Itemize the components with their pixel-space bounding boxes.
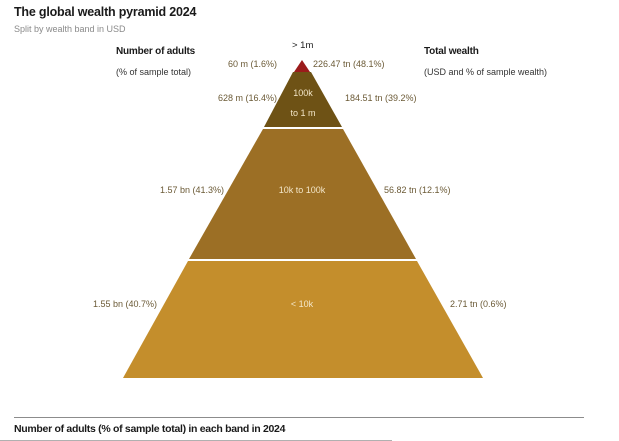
band-label-100k: 100k xyxy=(293,88,313,98)
band-label-under-10k: < 10k xyxy=(290,299,314,309)
chart-title: The global wealth pyramid 2024 xyxy=(14,5,197,19)
wealth-under-10k: 2.71 tn (0.6%) xyxy=(450,299,507,309)
band-under-10k xyxy=(123,261,483,378)
chart-subtitle: Split by wealth band in USD xyxy=(14,24,126,34)
band-100k-1m xyxy=(264,72,342,127)
band-10k-100k xyxy=(189,129,416,259)
adults-100k-1m: 628 m (16.4%) xyxy=(218,93,278,103)
band-label-to-1m: to 1 m xyxy=(290,108,316,118)
left-header-subtitle: (% of sample total) xyxy=(116,67,192,77)
band-over-1m xyxy=(294,60,310,72)
right-header-title: Total wealth xyxy=(424,46,479,57)
band-label-10k-100k: 10k to 100k xyxy=(278,185,326,195)
right-header-subtitle: (USD and % of sample wealth) xyxy=(424,67,548,77)
wealth-100k-1m: 184.51 tn (39.2%) xyxy=(345,93,417,103)
wealth-over-1m: 226.47 tn (48.1%) xyxy=(313,59,385,69)
left-header-title: Number of adults xyxy=(116,46,196,57)
band-label-over-1m: > 1m xyxy=(292,40,314,51)
adults-under-10k: 1.55 bn (40.7%) xyxy=(93,299,158,309)
divider-top xyxy=(14,417,584,418)
footer-title: Number of adults (% of sample total) in … xyxy=(14,423,286,435)
wealth-10k-100k: 56.82 tn (12.1%) xyxy=(384,185,451,195)
adults-10k-100k: 1.57 bn (41.3%) xyxy=(160,185,225,195)
adults-over-1m: 60 m (1.6%) xyxy=(228,59,278,69)
